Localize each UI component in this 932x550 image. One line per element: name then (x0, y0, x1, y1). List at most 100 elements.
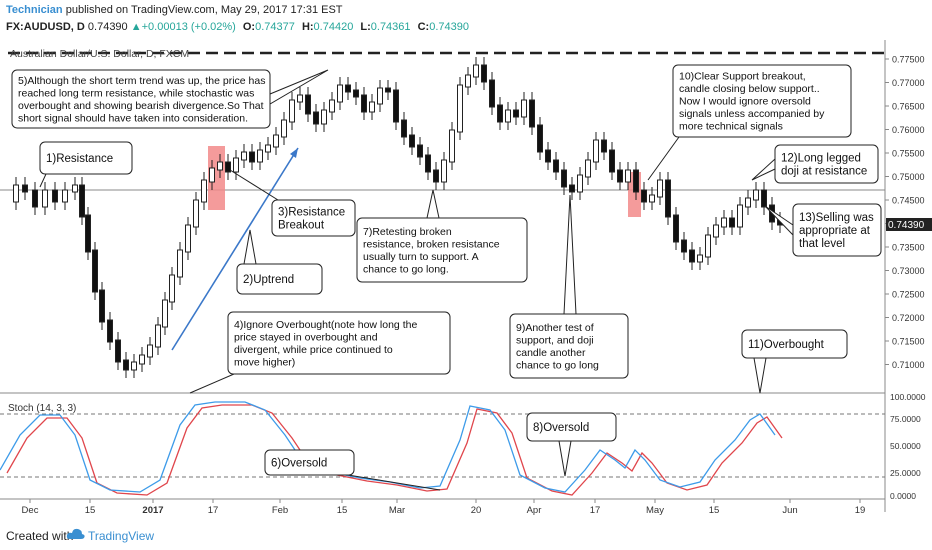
candle (177, 249, 183, 278)
tradingview-brand[interactable]: TradingView (88, 529, 155, 543)
candle (737, 204, 743, 228)
candle (329, 99, 335, 113)
open-label: O: (242, 21, 256, 33)
callout-8[interactable]: 8)Oversold (526, 412, 617, 477)
candle (305, 94, 311, 115)
last-price: 0.74390 (87, 21, 128, 33)
time-tick-label: Apr (527, 505, 542, 516)
time-tick-label: Mar (389, 505, 405, 516)
ohlc-line: FX:AUDUSD, D 0.74390 ▲+0.00013 (+0.02%) … (6, 21, 469, 33)
candle (169, 274, 175, 303)
stoch-tick-label: 100.0000 (890, 392, 926, 402)
candle (729, 217, 735, 228)
candle (337, 84, 343, 103)
candle (665, 179, 671, 218)
candle (313, 111, 319, 125)
footer: Created with TradingView (0, 520, 932, 550)
candle (505, 109, 511, 123)
stoch-axis: 100.0000 75.0000 50.0000 25.0000 0.0000 (890, 392, 926, 501)
candle (529, 99, 535, 128)
candle (22, 184, 28, 193)
price-tick-label: 0.77000 (892, 78, 925, 88)
candle (115, 339, 121, 363)
candle (577, 174, 583, 193)
candle (633, 169, 639, 193)
callout-10[interactable]: 10)Clear Support breakout,candle closing… (647, 64, 852, 181)
callout-4[interactable]: 4)Ignore Overbought(note how long thepri… (189, 311, 451, 394)
stoch-tick-label: 50.0000 (890, 441, 921, 451)
candle (745, 197, 751, 208)
callout-text: more technical signals (679, 121, 783, 133)
callout-text: candle closing below support.. (679, 83, 820, 95)
candle (489, 79, 495, 108)
price-tick-label: 0.72000 (892, 313, 925, 323)
callout-text: Breakout (278, 219, 325, 231)
candle (72, 184, 78, 193)
candle (457, 84, 463, 133)
candle (393, 89, 399, 123)
price-tick-label: 0.72500 (892, 290, 925, 300)
callout-text: chance to go long (516, 359, 599, 371)
current-price-tag-bg (886, 218, 932, 231)
callout-1[interactable]: 1)Resistance (39, 141, 133, 188)
callout-5[interactable]: 5)Although the short term trend was up, … (11, 69, 329, 129)
uptrend-line[interactable] (171, 147, 299, 351)
candle (465, 74, 471, 88)
price-tick-label: 0.73000 (892, 266, 925, 276)
candle (593, 139, 599, 163)
callout-2[interactable]: 2)Uptrend (236, 229, 323, 295)
candle (537, 124, 543, 153)
candle (99, 289, 105, 323)
candle (52, 189, 58, 203)
callout-text: 8)Oversold (533, 422, 589, 434)
candle (107, 319, 113, 343)
callout-text: Now I would ignore oversold (679, 96, 811, 108)
author-link[interactable]: Technician (6, 4, 63, 16)
time-tick-label: 2017 (142, 505, 163, 516)
callout-11[interactable]: 11)Overbought (741, 329, 848, 394)
candle (257, 149, 263, 163)
callout-6[interactable]: 6)Oversold (264, 449, 441, 491)
callout-text: reached long term resistance, while stoc… (18, 87, 254, 99)
candle (321, 109, 327, 125)
price-change: +0.00013 (+0.02%) (141, 21, 236, 33)
stoch-k-line (0, 401, 776, 493)
symbol-label[interactable]: FX:AUDUSD, D (6, 21, 85, 33)
callout-text: signals unless accompanied by (679, 108, 825, 120)
time-tick-label: May (646, 505, 664, 516)
candle (497, 104, 503, 123)
stoch-tick-label: 75.0000 (890, 414, 921, 424)
candle (139, 354, 145, 365)
candle (617, 169, 623, 183)
candle (681, 239, 687, 253)
callout-text: appropriate at (799, 225, 871, 237)
candle (361, 94, 367, 113)
callout-text: short signal should have taken into cons… (18, 112, 248, 124)
candle (441, 159, 447, 183)
candle (545, 149, 551, 163)
candle (369, 101, 375, 113)
candle (155, 324, 161, 348)
time-tick-label: Feb (272, 505, 288, 516)
candle (162, 299, 168, 328)
candle (705, 234, 711, 258)
candle (123, 359, 129, 371)
callout-text: support, and doji (516, 334, 594, 346)
chart-area[interactable]: 0.77500 0.77000 0.76500 0.76000 0.75500 0.750… (0, 40, 932, 520)
callout-text: 13)Selling was (799, 212, 874, 224)
candle (609, 149, 615, 173)
callout-text: resistance, broken resistance (363, 238, 500, 250)
candle (92, 249, 98, 293)
time-tick-label: 20 (471, 505, 482, 516)
tradingview-cloud-icon (66, 528, 85, 539)
candle (449, 129, 455, 163)
time-tick-label: Dec (22, 505, 39, 516)
published-text: published on TradingView.com, May 29, 20… (65, 4, 343, 16)
stoch-label: Stoch (14, 3, 3) (8, 403, 76, 414)
candle (569, 184, 575, 193)
